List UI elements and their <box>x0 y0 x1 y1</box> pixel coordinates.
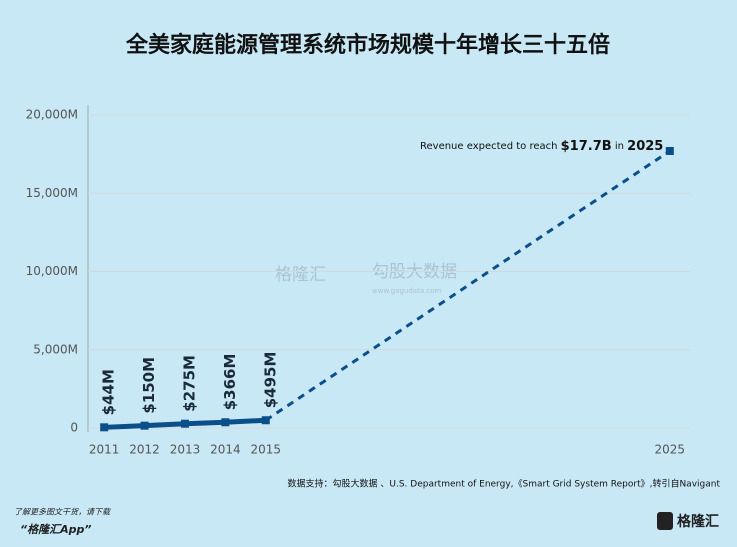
chart-title: 全美家庭能源管理系统市场规模十年增长三十五倍 <box>125 32 610 58</box>
y-tick-label: 20,000M <box>26 108 78 122</box>
annotation: Revenue expected to reach $17.7B in 2025 <box>420 139 663 154</box>
marker <box>180 419 189 428</box>
marker <box>261 416 270 425</box>
marker <box>665 146 674 155</box>
source: 数据支持：勾股大数据 、U.S. Department of Energy,《S… <box>288 478 721 490</box>
footer: 了解更多图文干货，请下载 <box>14 508 111 517</box>
x-tick-label: 2015 <box>250 443 281 457</box>
value-label: $366M <box>221 354 239 411</box>
logo: 格隆汇 <box>677 513 719 530</box>
annotation-part: Revenue expected to reach <box>420 141 557 152</box>
annotation-part: 2025 <box>627 139 663 154</box>
annotation-part: in <box>615 141 624 152</box>
logo-icon <box>657 512 673 530</box>
value-label: $150M <box>140 357 158 414</box>
x-tick-label: 2012 <box>129 443 160 457</box>
x-tick-label: 2025 <box>655 443 686 457</box>
value-label: $44M <box>100 369 118 415</box>
watermark: www.gogudata.com <box>372 287 441 295</box>
y-tick-label: 5,000M <box>33 342 78 356</box>
x-tick-label: 2011 <box>89 443 120 457</box>
y-tick-label: 0 <box>70 421 78 435</box>
value-label: $495M <box>261 352 279 409</box>
y-tick-label: 15,000M <box>26 186 78 200</box>
marker <box>221 418 230 427</box>
value-label: $275M <box>180 355 198 412</box>
watermark: 格隆汇 <box>275 265 326 285</box>
marker <box>140 421 149 430</box>
x-tick-label: 2014 <box>210 443 241 457</box>
annotation-part: $17.7B <box>561 139 612 154</box>
y-tick-label: 10,000M <box>26 264 78 278</box>
x-tick-label: 2013 <box>170 443 201 457</box>
marker <box>100 423 109 432</box>
footer: “格隆汇App” <box>20 523 91 536</box>
line-forecast <box>264 149 671 422</box>
